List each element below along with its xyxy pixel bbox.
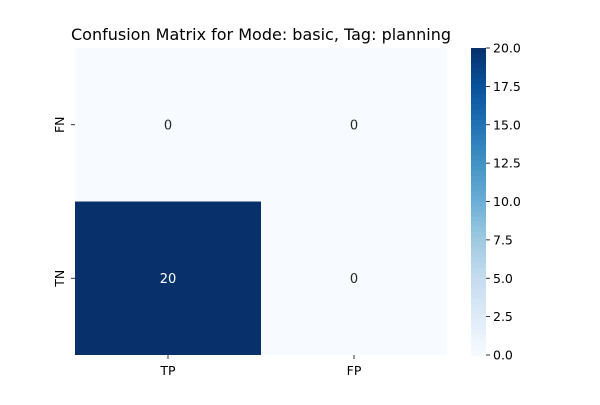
- colorbar-segment: [471, 165, 486, 172]
- colorbar-segment: [471, 140, 486, 146]
- colorbar-segment: [471, 201, 486, 208]
- heatmap-cell-tn-fp: [261, 201, 447, 355]
- colorbar-tick-label: 12.5: [493, 156, 521, 171]
- colorbar-segment: [471, 344, 486, 351]
- colorbar-segment: [471, 293, 486, 300]
- colorbar-segment: [471, 186, 486, 192]
- heatmap-cell-tn-tp: [75, 201, 261, 355]
- colorbar-segment: [471, 268, 486, 274]
- y-tick-label: FN: [52, 116, 67, 133]
- colorbar-segment: [471, 298, 486, 305]
- colorbar-segment: [471, 242, 486, 249]
- colorbar-segment: [471, 73, 486, 80]
- colorbar-segment: [471, 339, 486, 346]
- colorbar-tick-label: 0.0: [493, 348, 513, 363]
- colorbar-tick-label: 17.5: [493, 79, 521, 94]
- colorbar-segment: [471, 308, 486, 315]
- colorbar-segment: [471, 109, 486, 116]
- colorbar-segment: [471, 324, 486, 331]
- y-tick-label: TN: [52, 270, 67, 288]
- cell-annotation: 20: [160, 272, 177, 287]
- colorbar-segment: [471, 257, 486, 264]
- heatmap-area: 0 0 20 0: [75, 48, 447, 355]
- colorbar-segment: [471, 63, 486, 70]
- colorbar-segment: [471, 119, 486, 126]
- colorbar-segment: [471, 221, 486, 228]
- colorbar-segment: [471, 206, 486, 213]
- colorbar-segment: [471, 94, 486, 100]
- colorbar-segment: [471, 124, 486, 131]
- colorbar-segment: [471, 114, 486, 121]
- colorbar-segment: [471, 83, 486, 90]
- colorbar-segment: [471, 170, 486, 177]
- x-axis-ticks: TP FP: [159, 355, 362, 378]
- colorbar-segment: [471, 88, 486, 95]
- colorbar-segment: [471, 145, 486, 151]
- colorbar-segment: [471, 181, 486, 187]
- colorbar-segment: [471, 227, 486, 233]
- cell-annotation: 0: [164, 118, 172, 133]
- colorbar-segment: [471, 334, 486, 341]
- colorbar-segment: [471, 216, 486, 223]
- colorbar-segment: [471, 160, 486, 167]
- colorbar-segment: [471, 211, 486, 218]
- colorbar-segment: [471, 99, 486, 105]
- colorbar-segment: [471, 283, 486, 290]
- colorbar-segment: [471, 134, 486, 141]
- colorbar-segment: [471, 349, 486, 356]
- colorbar-segment: [471, 129, 486, 136]
- chart-title: Confusion Matrix for Mode: basic, Tag: p…: [71, 25, 451, 44]
- colorbar-segment: [471, 155, 486, 162]
- colorbar-segment: [471, 48, 486, 54]
- colorbar-segment: [471, 247, 486, 254]
- colorbar-segment: [471, 196, 486, 203]
- heatmap-cell-fn-tp: [75, 48, 261, 202]
- cell-annotation: 0: [350, 118, 358, 133]
- colorbar-segment: [471, 273, 486, 279]
- colorbar: 0.0 2.5 5.0 7.5 10.0 12.5 15.0 17.5 20.0: [471, 41, 521, 363]
- x-tick-label: FP: [347, 363, 362, 378]
- colorbar-segment: [471, 237, 486, 244]
- colorbar-segment: [471, 191, 486, 197]
- x-tick-label: TP: [159, 363, 176, 378]
- colorbar-segment: [471, 104, 486, 110]
- colorbar-segment: [471, 262, 486, 269]
- colorbar-segment: [471, 150, 486, 157]
- colorbar-segment: [471, 68, 486, 75]
- colorbar-segment: [471, 53, 486, 59]
- colorbar-segment: [471, 58, 486, 64]
- y-axis-ticks: FN TN: [52, 116, 75, 288]
- colorbar-tick-label: 5.0: [493, 271, 513, 286]
- colorbar-segment: [471, 303, 486, 310]
- colorbar-tick-label: 10.0: [493, 194, 521, 209]
- colorbar-segment: [471, 252, 486, 259]
- colorbar-segment: [471, 175, 486, 182]
- cell-annotation: 0: [350, 272, 358, 287]
- colorbar-segment: [471, 232, 486, 238]
- colorbar-tick-label: 20.0: [493, 41, 521, 56]
- colorbar-segment: [471, 78, 486, 85]
- colorbar-segment: [471, 288, 486, 295]
- heatmap-cell-fn-fp: [261, 48, 447, 202]
- colorbar-segment: [471, 278, 486, 284]
- colorbar-tick-label: 7.5: [493, 232, 513, 247]
- colorbar-segment: [471, 329, 486, 336]
- colorbar-tick-label: 15.0: [493, 117, 521, 132]
- colorbar-tick-label: 2.5: [493, 309, 513, 324]
- colorbar-segment: [471, 319, 486, 325]
- colorbar-segment: [471, 314, 486, 320]
